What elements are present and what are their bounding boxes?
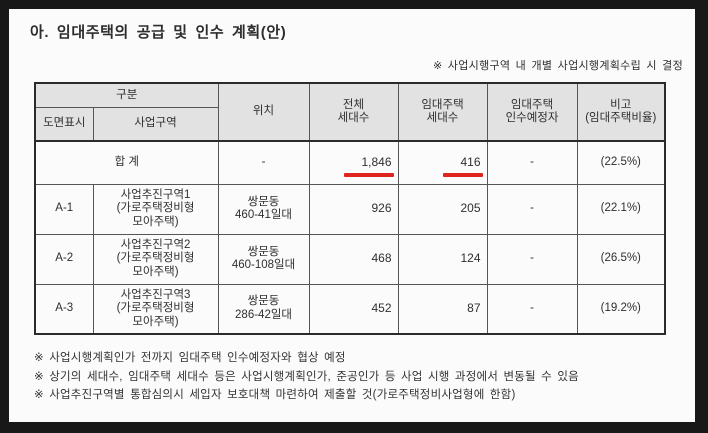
summary-rental-units-value-underlined: 416 <box>443 155 483 176</box>
row-a1-location-line1: 쌍문동 <box>247 195 280 208</box>
row-a1-zone-line2: (가로주택정비형 <box>116 202 195 215</box>
row-a2-zone: 사업추진구역2 (가로주택정비형 모아주택) <box>92 233 219 285</box>
row-a1-zone-line3: 모아주택) <box>132 215 179 228</box>
row-a2-zone-line2: (가로주택정비형 <box>116 252 195 265</box>
row-a2-acquirer: - <box>486 233 578 285</box>
row-a1-total-units: 926 <box>308 183 399 235</box>
row-a2-zone-line1: 사업추진구역2 <box>120 238 191 251</box>
table-row-a2: A-2 사업추진구역2 (가로주택정비형 모아주택) 쌍문동 460-108일대… <box>34 233 666 285</box>
row-a3-zone-line3: 모아주택) <box>132 315 179 328</box>
row-a3-location-line2: 286-42일대 <box>235 308 292 321</box>
header-total-units-line2: 세대수 <box>337 112 370 124</box>
row-a3-remark: (19.2%) <box>576 283 666 335</box>
header-remark-line2: (임대주택비율) <box>585 112 657 124</box>
header-row-2: 도면표시 사업구역 <box>34 106 665 142</box>
rental-housing-plan-table: 구분 위치 전체 세대수 임대주택 세대수 임대주택 인수예정자 <box>34 82 667 335</box>
row-a3-rental-units: 87 <box>397 283 488 335</box>
page-title: 아. 임대주택의 공급 및 인수 계획(안) <box>30 24 287 41</box>
header-total-units: 전체 세대수 <box>308 82 399 142</box>
row-a2-zone-line3: 모아주택) <box>132 265 179 278</box>
header-remark: 비고 (임대주택비율) <box>576 82 666 142</box>
row-a3-mark: A-3 <box>34 283 94 335</box>
summary-row: 합 계 - 1,846 416 - (22.5%) <box>34 140 666 185</box>
header-group: 구분 <box>34 82 219 108</box>
row-a2-remark: (26.5%) <box>576 233 666 285</box>
row-a3-location-line1: 쌍문동 <box>247 295 280 308</box>
row-a3-zone: 사업추진구역3 (가로주택정비형 모아주택) <box>92 283 219 335</box>
summary-total-units: 1,846 <box>308 140 399 185</box>
header-rental-acquirer-line2: 인수예정자 <box>505 112 559 124</box>
header-remark-line1: 비고 <box>610 98 632 111</box>
row-a3-location: 쌍문동 286-42일대 <box>217 283 310 335</box>
header-drawing-mark: 도면표시 <box>34 106 94 142</box>
row-a1-location-line2: 460-41일대 <box>235 209 292 221</box>
header-row-1: 구분 위치 전체 세대수 임대주택 세대수 임대주택 인수예정자 <box>34 82 666 142</box>
row-a2-location-line2: 460-108일대 <box>231 259 296 271</box>
summary-total-units-value-underlined: 1,846 <box>344 155 394 176</box>
row-a2-total-units: 468 <box>308 233 399 285</box>
row-a1-acquirer: - <box>486 183 578 235</box>
summary-remark: (22.5%) <box>576 140 666 185</box>
header-location: 위치 <box>217 82 310 142</box>
table-row-a3: A-3 사업추진구역3 (가로주택정비형 모아주택) 쌍문동 286-42일대 … <box>34 283 666 335</box>
row-a2-rental-units: 124 <box>397 233 488 285</box>
header-rental-units-line1: 임대주택 <box>421 98 464 111</box>
row-a2-location: 쌍문동 460-108일대 <box>217 233 310 285</box>
row-a1-remark: (22.1%) <box>576 183 666 235</box>
row-a1-zone: 사업추진구역1 (가로주택정비형 모아주택) <box>92 183 219 235</box>
header-total-units-line1: 전체 <box>342 98 365 111</box>
rental-housing-plan-table-wrap: 구분 위치 전체 세대수 임대주택 세대수 임대주택 인수예정자 <box>34 82 667 335</box>
summary-rental-units: 416 <box>397 140 488 185</box>
footnote-3: ※ 사업추진구역별 통합심의시 세입자 보호대책 마련하여 제출할 것(가로주택… <box>34 389 516 401</box>
summary-location: - <box>217 140 310 185</box>
header-project-zone: 사업구역 <box>92 106 219 142</box>
row-a3-zone-line1: 사업추진구역3 <box>120 288 191 301</box>
footnotes: ※ 사업시행계획인가 전까지 임대주택 인수예정자와 협상 예정 ※ 상기의 세… <box>34 349 579 405</box>
summary-acquirer: - <box>486 140 578 185</box>
header-rental-units-line2: 세대수 <box>426 112 459 124</box>
header-rental-acquirer-line1: 임대주택 <box>510 98 554 111</box>
footnote-2: ※ 상기의 세대수, 임대주택 세대수 등은 사업시행계획인가, 준공인가 등 … <box>34 370 579 383</box>
table-row-a1: A-1 사업추진구역1 (가로주택정비형 모아주택) 쌍문동 460-41일대 … <box>34 183 666 235</box>
footnote-1: ※ 사업시행계획인가 전까지 임대주택 인수예정자와 협상 예정 <box>34 352 346 364</box>
row-a3-acquirer: - <box>486 283 578 335</box>
header-rental-acquirer: 임대주택 인수예정자 <box>486 82 578 142</box>
row-a1-rental-units: 205 <box>397 183 488 235</box>
row-a3-zone-line2: (가로주택정비형 <box>116 302 195 314</box>
row-a1-zone-line1: 사업추진구역1 <box>120 188 191 201</box>
row-a1-location: 쌍문동 460-41일대 <box>217 183 310 235</box>
row-a3-total-units: 452 <box>308 283 399 335</box>
row-a1-mark: A-1 <box>34 183 94 235</box>
document-page: 아. 임대주택의 공급 및 인수 계획(안) ※ 사업시행구역 내 개별 사업시… <box>9 9 695 422</box>
summary-label: 합 계 <box>34 140 219 185</box>
top-right-note: ※ 사업시행구역 내 개별 사업시행계획수립 시 결정 <box>432 60 683 72</box>
row-a2-location-line1: 쌍문동 <box>247 245 280 258</box>
header-rental-units: 임대주택 세대수 <box>397 82 488 142</box>
row-a2-mark: A-2 <box>34 233 94 285</box>
